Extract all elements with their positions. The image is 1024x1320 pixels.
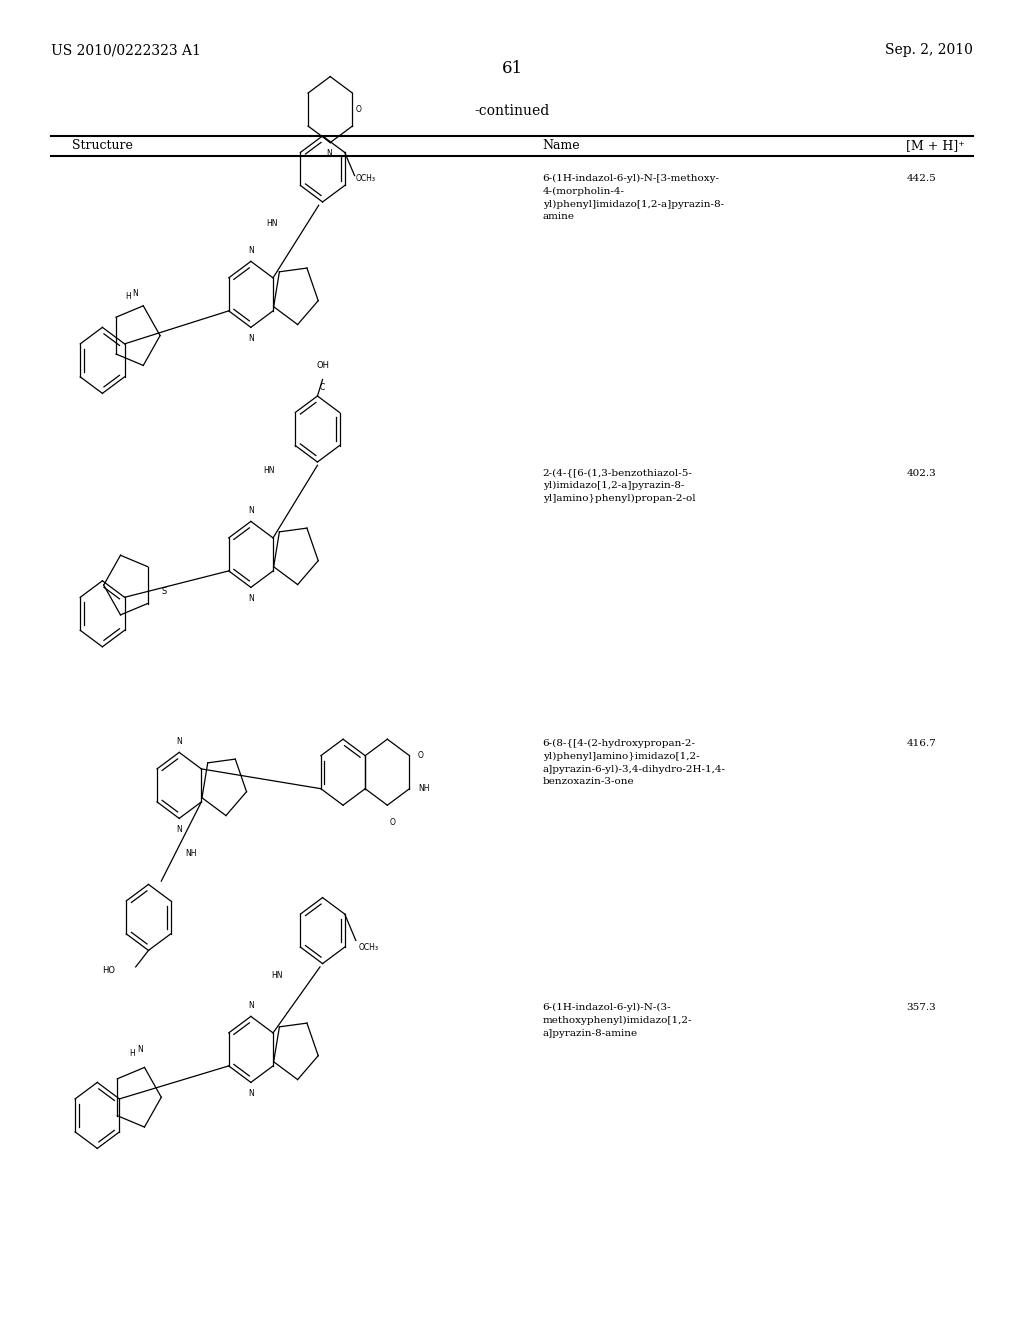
Text: US 2010/0222323 A1: US 2010/0222323 A1: [51, 44, 201, 57]
Text: -continued: -continued: [474, 104, 550, 117]
Text: 6-(8-{[4-(2-hydroxypropan-2-
yl)phenyl]amino}imidazo[1,2-
a]pyrazin-6-yl)-3,4-di: 6-(8-{[4-(2-hydroxypropan-2- yl)phenyl]a…: [543, 739, 726, 787]
Text: O: O: [389, 818, 395, 828]
Text: N: N: [248, 594, 254, 603]
Text: HN: HN: [266, 219, 278, 228]
Text: H: H: [125, 292, 131, 301]
Text: OCH₃: OCH₃: [356, 174, 376, 183]
Text: O: O: [418, 751, 424, 760]
Text: N: N: [248, 334, 254, 343]
Text: Sep. 2, 2010: Sep. 2, 2010: [885, 44, 973, 57]
Text: HO: HO: [102, 966, 115, 974]
Text: N: N: [176, 825, 182, 834]
Text: N: N: [326, 149, 332, 158]
Text: HN: HN: [271, 970, 283, 979]
Text: OH: OH: [316, 360, 329, 370]
Text: HN: HN: [263, 466, 274, 475]
Text: 6-(1H-indazol-6-yl)-N-(3-
methoxyphenyl)imidazo[1,2-
a]pyrazin-8-amine: 6-(1H-indazol-6-yl)-N-(3- methoxyphenyl)…: [543, 1003, 692, 1038]
Text: [M + H]⁺: [M + H]⁺: [906, 140, 965, 152]
Text: 357.3: 357.3: [906, 1003, 936, 1012]
Text: N: N: [248, 506, 254, 515]
Text: N: N: [176, 737, 182, 746]
Text: N: N: [248, 246, 254, 255]
Text: OCH₃: OCH₃: [358, 942, 379, 952]
Text: S: S: [161, 587, 167, 597]
Text: Structure: Structure: [72, 140, 132, 152]
Text: N: N: [248, 1001, 254, 1010]
Text: NH: NH: [418, 784, 429, 793]
Text: 402.3: 402.3: [906, 469, 936, 478]
Text: 416.7: 416.7: [906, 739, 936, 748]
Text: 61: 61: [502, 61, 522, 77]
Text: C: C: [319, 383, 326, 392]
Text: 2-(4-{[6-(1,3-benzothiazol-5-
yl)imidazo[1,2-a]pyrazin-8-
yl]amino}phenyl)propan: 2-(4-{[6-(1,3-benzothiazol-5- yl)imidazo…: [543, 469, 695, 503]
Text: N: N: [248, 1089, 254, 1098]
Text: N: N: [137, 1045, 142, 1055]
Text: H: H: [129, 1048, 135, 1057]
Text: NH: NH: [185, 849, 197, 858]
Text: N: N: [132, 289, 137, 298]
Text: Name: Name: [543, 140, 581, 152]
Text: O: O: [355, 106, 361, 114]
Text: 442.5: 442.5: [906, 174, 936, 183]
Text: 6-(1H-indazol-6-yl)-N-[3-methoxy-
4-(morpholin-4-
yl)phenyl]imidazo[1,2-a]pyrazi: 6-(1H-indazol-6-yl)-N-[3-methoxy- 4-(mor…: [543, 174, 724, 222]
